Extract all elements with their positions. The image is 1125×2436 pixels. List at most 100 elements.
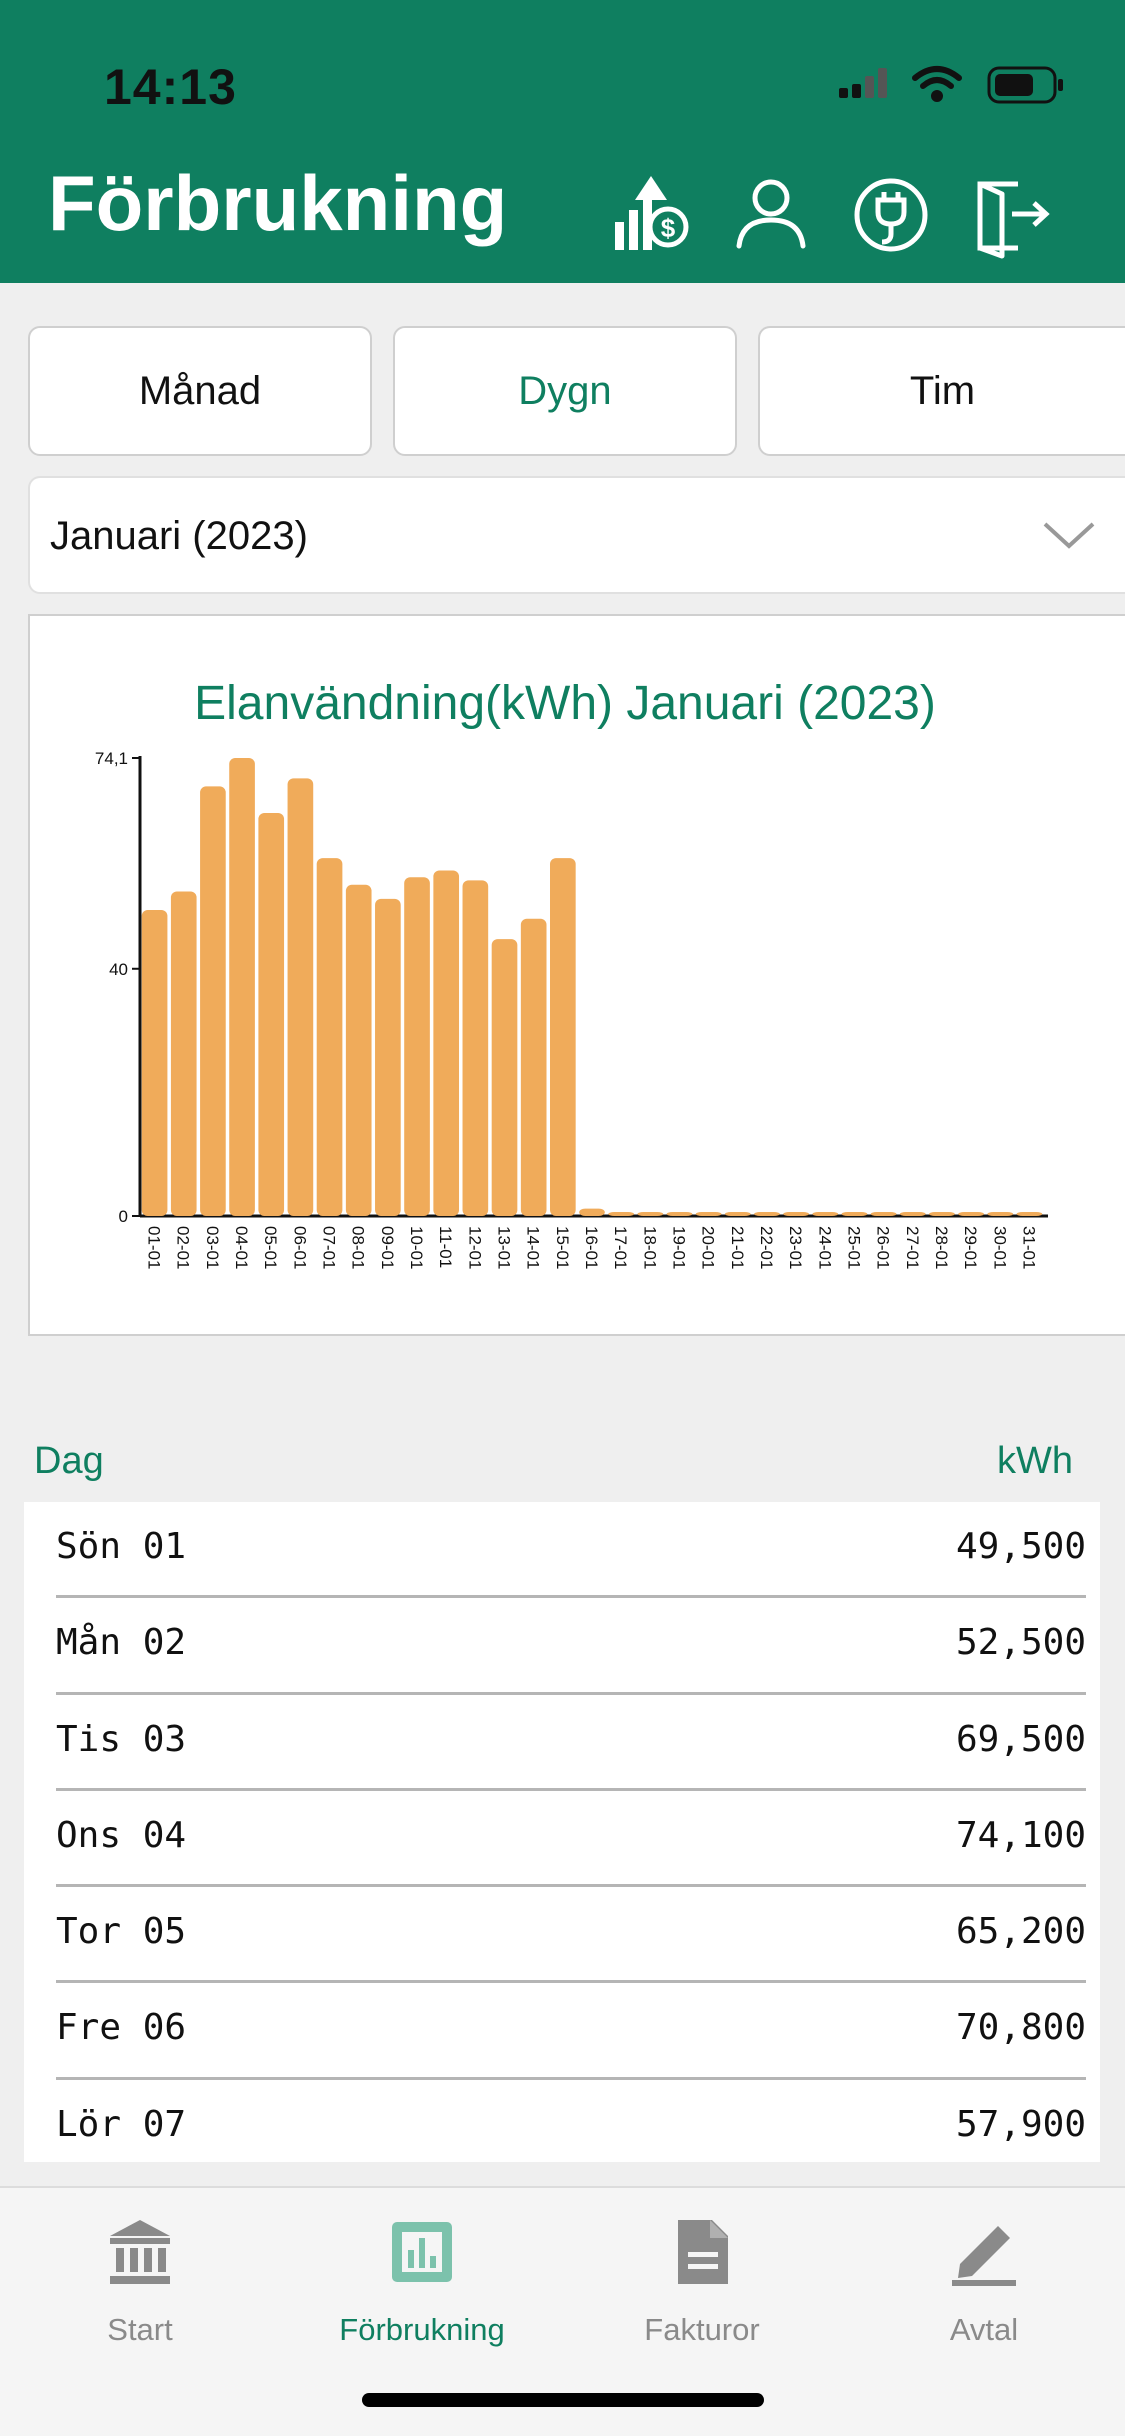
x-tick-label: 08-01 [349, 1226, 368, 1269]
x-tick-label: 07-01 [320, 1226, 339, 1269]
x-tick-label: 11-01 [436, 1226, 455, 1268]
x-tick-label: 23-01 [786, 1226, 805, 1269]
chart-bar [550, 858, 576, 1216]
home-indicator [362, 2393, 764, 2407]
segment-tim[interactable]: Tim [758, 326, 1125, 456]
row-kwh: 70,800 [955, 2007, 1086, 2049]
row-divider [56, 1787, 1086, 1791]
chart-bar [1016, 1212, 1043, 1216]
x-tick-label: 12-01 [465, 1226, 484, 1269]
user-icon[interactable] [726, 170, 816, 260]
chart-bar [841, 1212, 868, 1216]
row-day: Lör 07 [56, 2103, 187, 2145]
row-kwh: 69,500 [955, 1718, 1086, 1760]
row-day: Mån 02 [56, 1622, 187, 1664]
x-tick-label: 03-01 [203, 1226, 222, 1269]
chart-bar [754, 1212, 780, 1216]
chevron-down-icon [1043, 522, 1095, 549]
table-row: Tor 05 65,200 [24, 1887, 1100, 1984]
chart-bar [170, 891, 197, 1216]
chart-bar [375, 898, 401, 1216]
x-tick-label: 13-01 [495, 1226, 514, 1269]
table-row: Lör 07 57,900 [24, 2080, 1100, 2162]
chart-bar [200, 786, 226, 1216]
row-day: Fre 06 [56, 2007, 187, 2049]
price-chart-icon[interactable]: $ [605, 170, 695, 260]
x-tick-label: 16-01 [582, 1226, 601, 1269]
chart-bar [229, 758, 255, 1216]
chart-bar [404, 877, 430, 1216]
chart-bar [579, 1208, 605, 1216]
row-kwh: 49,500 [955, 1526, 1086, 1567]
status-icons [839, 66, 1063, 104]
x-tick-label: 05-01 [261, 1226, 280, 1269]
table-row: Fre 06 70,800 [24, 1983, 1100, 2080]
cellular-signal-icon [839, 68, 887, 98]
row-kwh: 74,100 [955, 1814, 1086, 1856]
tab-avtal[interactable]: Avtal [844, 2216, 1124, 2366]
tab-forbrukning[interactable]: Förbrukning [282, 2216, 562, 2366]
chart-bar [287, 778, 314, 1216]
chart-card: Elanvändning(kWh) Januari (2023) 0 40 74,1… [28, 614, 1125, 1336]
tab-label: Start [107, 2312, 173, 2347]
chart-bar [520, 918, 547, 1216]
col-kwh-header: kWh [997, 1440, 1073, 1482]
chart-bar [929, 1212, 955, 1216]
col-day-header: Dag [34, 1440, 104, 1482]
chart-bar [870, 1212, 897, 1216]
row-divider [56, 1980, 1086, 1984]
row-day: Tis 03 [56, 1718, 187, 1760]
y-tick-label: 40 [109, 960, 128, 979]
segment-dygn[interactable]: Dygn [393, 326, 737, 456]
segment-manad[interactable]: Månad [28, 326, 372, 456]
x-tick-label: 30-01 [990, 1226, 1009, 1269]
page-title: Förbrukning [48, 159, 508, 247]
chart-bar [958, 1212, 984, 1216]
table-row: Ons 04 74,100 [24, 1791, 1100, 1888]
battery-icon [987, 66, 1063, 104]
x-tick-label: 09-01 [378, 1226, 397, 1269]
table-header: Dag kWh [0, 1440, 1125, 1500]
app-header: 14:13 Förbrukning $ [0, 0, 1125, 283]
chart-bar [666, 1212, 693, 1216]
x-tick-label: 19-01 [669, 1226, 688, 1269]
row-kwh: 65,200 [955, 1911, 1086, 1953]
x-tick-label: 24-01 [815, 1226, 834, 1269]
x-tick-label: 01-01 [145, 1226, 164, 1269]
period-select[interactable]: Januari (2023) [28, 476, 1125, 594]
tab-fakturor[interactable]: Fakturor [562, 2216, 842, 2366]
logout-icon[interactable] [966, 170, 1056, 260]
plug-icon[interactable] [846, 170, 936, 260]
chart-bar [783, 1212, 809, 1216]
x-tick-label: 31-01 [1019, 1226, 1038, 1269]
chart-bar [899, 1212, 926, 1216]
chart-bar [345, 884, 372, 1216]
x-tick-label: 25-01 [844, 1226, 863, 1269]
chart-bar [724, 1212, 751, 1216]
x-tick-label: 06-01 [290, 1226, 309, 1269]
chart-bar [462, 880, 489, 1216]
chart-bar [608, 1212, 634, 1216]
x-tick-label: 18-01 [640, 1226, 659, 1269]
chart-bar [812, 1212, 839, 1216]
x-tick-label: 04-01 [232, 1226, 251, 1269]
x-tick-label: 02-01 [174, 1226, 193, 1269]
tab-start[interactable]: Start [0, 2216, 280, 2366]
chart-bar [987, 1212, 1014, 1216]
chart-bar [637, 1212, 664, 1216]
row-kwh: 52,500 [955, 1622, 1086, 1664]
chart-bar [316, 858, 343, 1216]
x-tick-label: 28-01 [932, 1226, 951, 1269]
x-tick-label: 10-01 [407, 1226, 426, 1269]
row-divider [56, 1884, 1086, 1888]
row-kwh: 57,900 [955, 2103, 1086, 2145]
status-time: 14:13 [104, 59, 237, 115]
chart-bar [491, 939, 518, 1216]
x-tick-label: 14-01 [524, 1226, 543, 1269]
tab-label: Fakturor [644, 2312, 760, 2347]
bar-chart-icon [392, 2222, 452, 2282]
tab-label: Förbrukning [339, 2312, 505, 2347]
row-day: Ons 04 [56, 1814, 187, 1856]
x-tick-label: 20-01 [699, 1226, 718, 1269]
bank-icon [110, 2220, 170, 2284]
